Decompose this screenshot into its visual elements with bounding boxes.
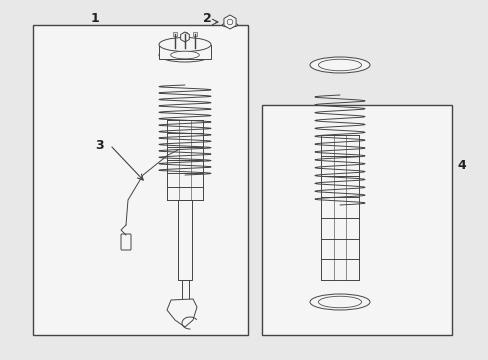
Circle shape xyxy=(227,19,232,25)
Polygon shape xyxy=(167,299,197,327)
Text: 1: 1 xyxy=(90,12,99,24)
Bar xyxy=(178,200,192,280)
Ellipse shape xyxy=(222,23,237,27)
Text: 3: 3 xyxy=(96,139,104,152)
Ellipse shape xyxy=(318,59,361,71)
Polygon shape xyxy=(224,15,236,29)
Polygon shape xyxy=(180,32,189,42)
Ellipse shape xyxy=(318,296,361,308)
Text: 2: 2 xyxy=(202,12,211,24)
Bar xyxy=(33,25,247,335)
Ellipse shape xyxy=(159,48,210,62)
Ellipse shape xyxy=(170,51,199,59)
Bar xyxy=(181,280,188,315)
Bar xyxy=(183,32,186,36)
FancyBboxPatch shape xyxy=(121,234,131,250)
Ellipse shape xyxy=(309,294,369,310)
Ellipse shape xyxy=(309,57,369,73)
Bar xyxy=(193,32,197,36)
Bar xyxy=(159,45,210,59)
Bar xyxy=(173,32,177,36)
Bar xyxy=(262,105,451,335)
Text: 4: 4 xyxy=(457,158,466,171)
Ellipse shape xyxy=(159,37,210,51)
